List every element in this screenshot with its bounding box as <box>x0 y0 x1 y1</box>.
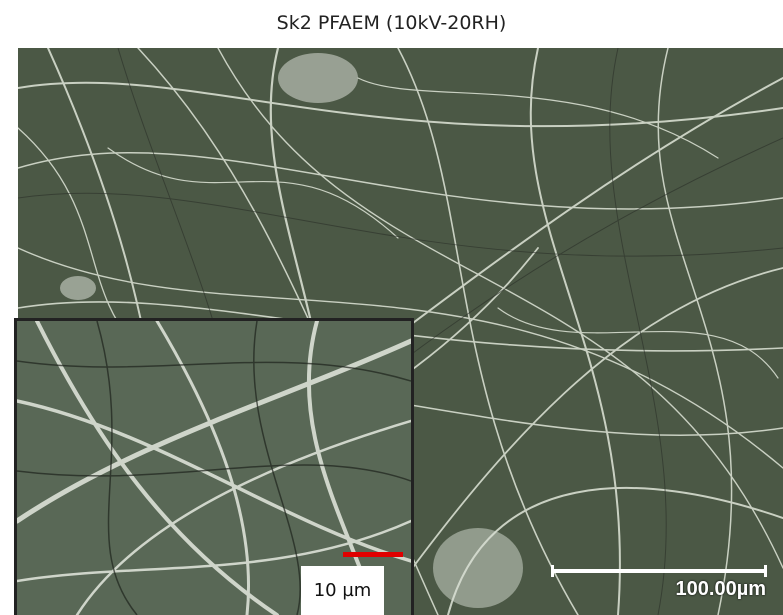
inset-scale-label: 10 µm <box>301 566 384 615</box>
inset-scale-bar <box>343 552 403 557</box>
figure-title: Sk2 PFAEM (10kV-20RH) <box>276 12 507 34</box>
main-scale-bar <box>551 565 767 577</box>
inset-magnified-image <box>14 318 414 615</box>
main-scale-label: 100.00µm <box>675 578 766 600</box>
